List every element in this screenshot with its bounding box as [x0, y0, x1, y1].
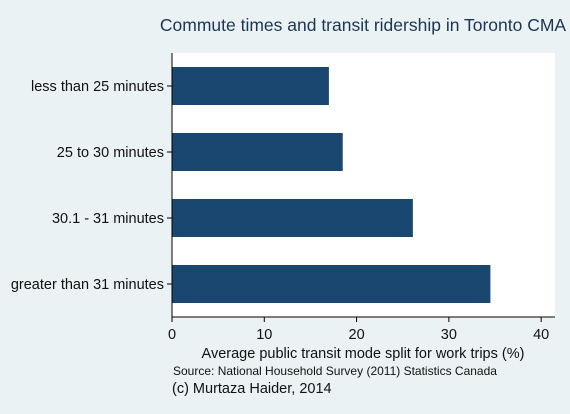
x-tick-label-0: 0: [168, 327, 176, 343]
category-labels-group: less than 25 minutes 25 to 30 minutes 30.1…: [11, 79, 172, 293]
x-tick-label-40: 40: [533, 327, 549, 343]
category-label-greater-than-31-minutes: greater than 31 minutes: [11, 277, 164, 293]
bar-greater-than-31-minutes: [172, 265, 491, 303]
x-axis-title: Average public transit mode split for wo…: [202, 346, 525, 362]
bar-less-than-25-minutes: [172, 67, 329, 105]
bar-30-1-31-minutes: [172, 199, 413, 237]
x-tick-label-10: 10: [256, 327, 272, 343]
category-label-30-1-31-minutes: 30.1 - 31 minutes: [52, 211, 164, 227]
category-label-25-to-30-minutes: 25 to 30 minutes: [57, 145, 164, 161]
source-note: Source: National Household Survey (2011)…: [173, 364, 497, 378]
x-ticks-group: 0 10 20 30 40: [168, 317, 549, 343]
x-tick-label-30: 30: [441, 327, 457, 343]
copyright-caption: (c) Murtaza Haider, 2014: [172, 381, 332, 397]
chart-title: Commute times and transit ridership in T…: [160, 15, 567, 35]
category-label-less-than-25-minutes: less than 25 minutes: [31, 79, 164, 95]
x-tick-label-20: 20: [349, 327, 365, 343]
bar-25-to-30-minutes: [172, 133, 343, 171]
bars-group: [172, 67, 491, 303]
